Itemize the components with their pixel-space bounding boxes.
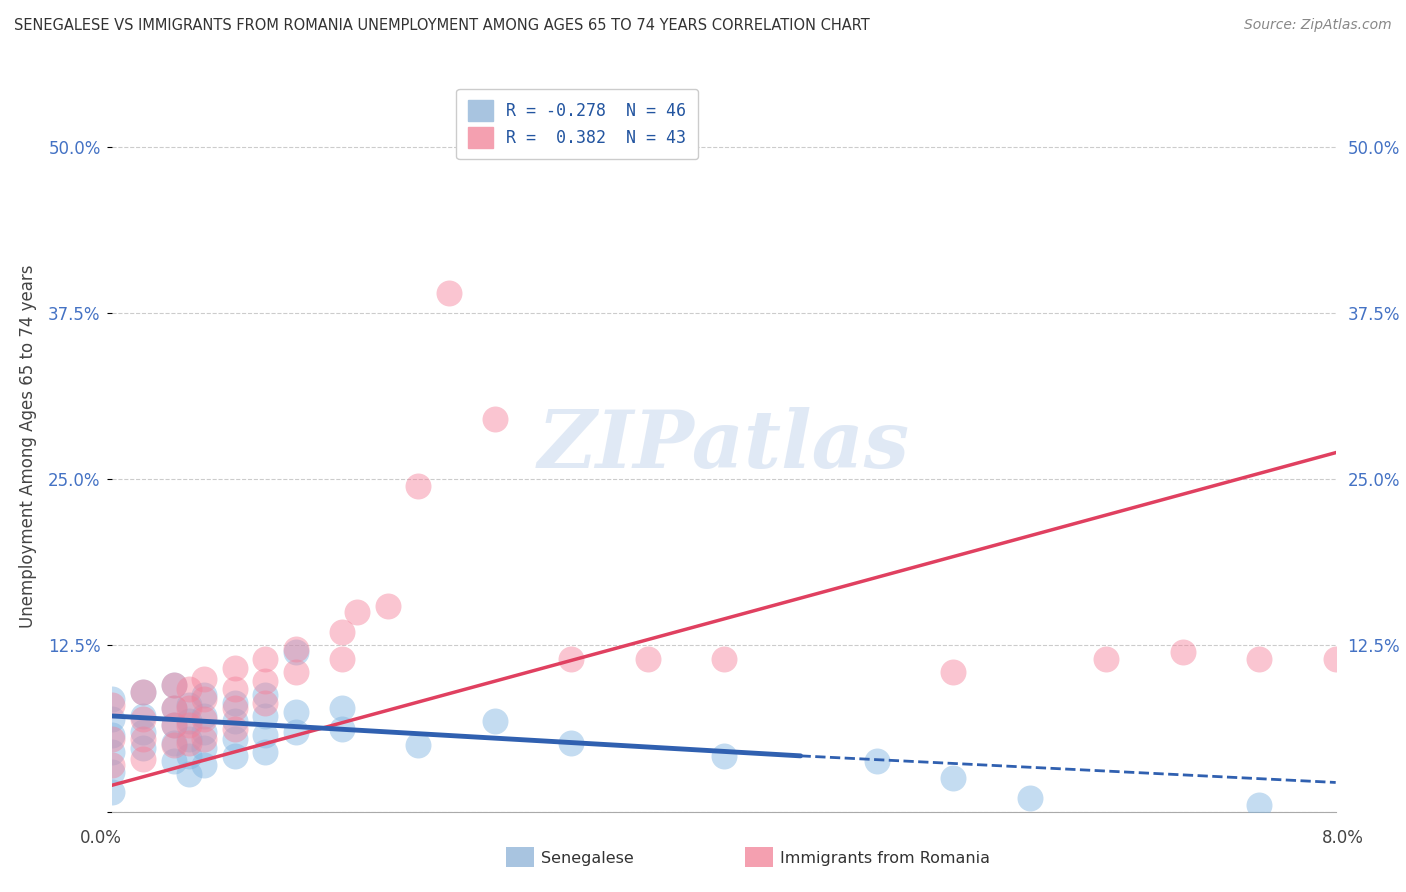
Point bbox=[637, 652, 659, 666]
Point bbox=[163, 735, 186, 749]
Point bbox=[254, 652, 277, 666]
Point bbox=[163, 678, 186, 692]
Point bbox=[101, 691, 124, 706]
Point bbox=[942, 772, 965, 786]
Point bbox=[1095, 652, 1118, 666]
Point bbox=[193, 672, 215, 686]
Point bbox=[254, 709, 277, 723]
Point bbox=[177, 718, 200, 732]
Point bbox=[177, 735, 200, 749]
Point bbox=[177, 714, 200, 729]
Point bbox=[942, 665, 965, 679]
Point bbox=[284, 645, 308, 659]
Point bbox=[254, 696, 277, 710]
Point bbox=[224, 696, 246, 710]
Point bbox=[177, 698, 200, 713]
Point bbox=[132, 751, 155, 765]
Point bbox=[866, 754, 889, 768]
Point bbox=[132, 725, 155, 739]
Point bbox=[284, 725, 308, 739]
Point bbox=[224, 748, 246, 763]
Point bbox=[1018, 791, 1040, 805]
Point bbox=[224, 701, 246, 715]
Text: ZIPatlas: ZIPatlas bbox=[538, 408, 910, 484]
Point bbox=[193, 691, 215, 706]
Point bbox=[224, 661, 246, 675]
Point bbox=[284, 665, 308, 679]
Point bbox=[163, 754, 186, 768]
Point bbox=[560, 735, 582, 749]
Text: 8.0%: 8.0% bbox=[1322, 829, 1364, 847]
Point bbox=[101, 731, 124, 746]
Point bbox=[484, 714, 506, 729]
Point bbox=[377, 599, 399, 613]
Point bbox=[224, 723, 246, 737]
Point bbox=[163, 718, 186, 732]
Point bbox=[254, 745, 277, 759]
Point bbox=[193, 740, 215, 755]
Point bbox=[177, 731, 200, 746]
Point bbox=[132, 712, 155, 726]
Point bbox=[101, 758, 124, 772]
Point bbox=[408, 738, 430, 752]
Point bbox=[330, 625, 353, 640]
Point bbox=[1249, 652, 1271, 666]
Text: SENEGALESE VS IMMIGRANTS FROM ROMANIA UNEMPLOYMENT AMONG AGES 65 TO 74 YEARS COR: SENEGALESE VS IMMIGRANTS FROM ROMANIA UN… bbox=[14, 18, 870, 33]
Point bbox=[284, 705, 308, 719]
Point bbox=[713, 652, 735, 666]
Point bbox=[163, 738, 186, 752]
Point bbox=[163, 701, 186, 715]
Point bbox=[132, 740, 155, 755]
Point bbox=[132, 731, 155, 746]
Point bbox=[193, 731, 215, 746]
Point bbox=[163, 678, 186, 692]
Point bbox=[330, 652, 353, 666]
Point bbox=[224, 714, 246, 729]
Text: Immigrants from Romania: Immigrants from Romania bbox=[780, 851, 990, 865]
Point bbox=[101, 764, 124, 779]
Point bbox=[346, 605, 368, 619]
Point bbox=[132, 685, 155, 699]
Point bbox=[484, 412, 506, 426]
Point bbox=[560, 652, 582, 666]
Point bbox=[193, 725, 215, 739]
Point bbox=[1249, 798, 1271, 813]
Point bbox=[330, 723, 353, 737]
Point bbox=[101, 745, 124, 759]
Point bbox=[101, 698, 124, 713]
Point bbox=[224, 682, 246, 697]
Point bbox=[254, 688, 277, 702]
Point bbox=[101, 712, 124, 726]
Point bbox=[101, 728, 124, 742]
Point bbox=[1324, 652, 1347, 666]
Point bbox=[177, 701, 200, 715]
Text: 0.0%: 0.0% bbox=[80, 829, 122, 847]
Point bbox=[101, 785, 124, 799]
Legend: R = -0.278  N = 46, R =  0.382  N = 43: R = -0.278 N = 46, R = 0.382 N = 43 bbox=[457, 88, 699, 160]
Text: Source: ZipAtlas.com: Source: ZipAtlas.com bbox=[1244, 18, 1392, 32]
Point bbox=[177, 767, 200, 781]
Point bbox=[132, 709, 155, 723]
Point bbox=[193, 709, 215, 723]
Point bbox=[1171, 645, 1194, 659]
Point bbox=[193, 758, 215, 772]
Point bbox=[163, 718, 186, 732]
Point bbox=[193, 712, 215, 726]
Text: Senegalese: Senegalese bbox=[541, 851, 634, 865]
Y-axis label: Unemployment Among Ages 65 to 74 years: Unemployment Among Ages 65 to 74 years bbox=[18, 264, 37, 628]
Point bbox=[224, 731, 246, 746]
Point bbox=[713, 748, 735, 763]
Point bbox=[254, 728, 277, 742]
Point bbox=[132, 685, 155, 699]
Point bbox=[254, 674, 277, 689]
Point bbox=[408, 479, 430, 493]
Point bbox=[163, 701, 186, 715]
Point bbox=[193, 688, 215, 702]
Point bbox=[177, 682, 200, 697]
Point bbox=[177, 748, 200, 763]
Point bbox=[437, 286, 460, 301]
Point bbox=[330, 701, 353, 715]
Point bbox=[284, 642, 308, 657]
